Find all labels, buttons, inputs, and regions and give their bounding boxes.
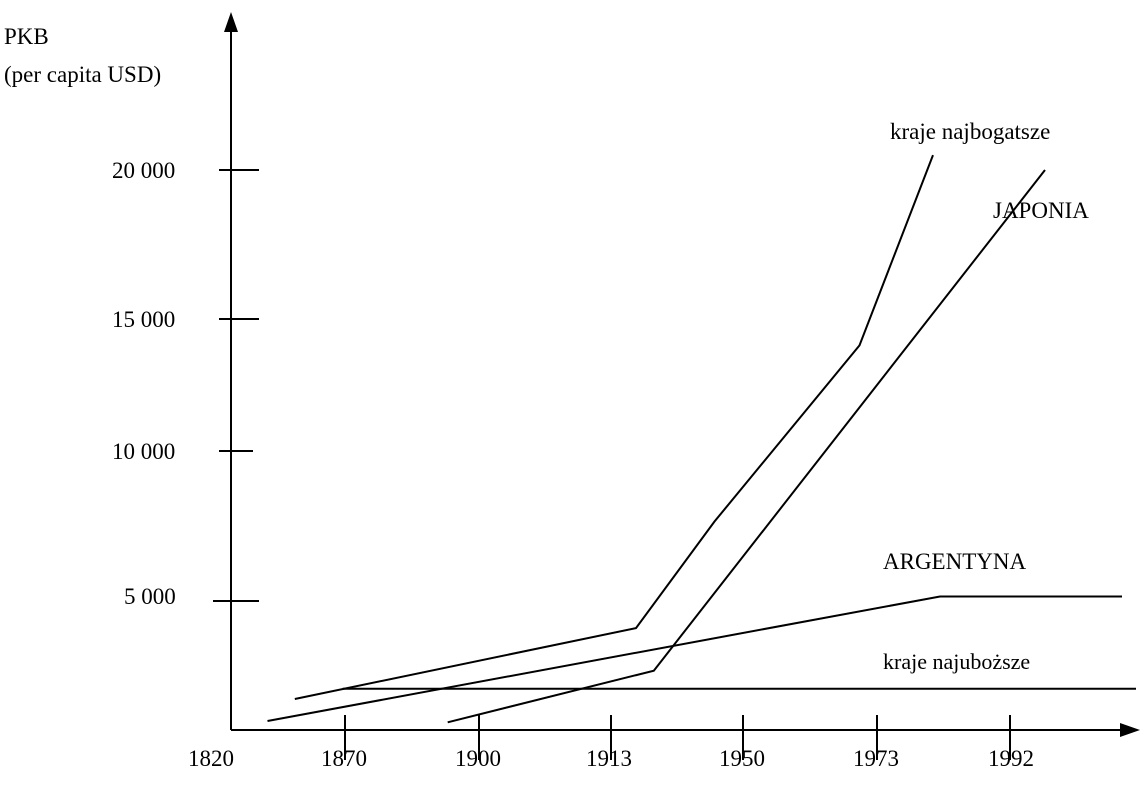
series-line-japonia <box>447 169 1046 724</box>
x-tick-label-1820: 1820 <box>188 746 234 771</box>
x-tick-label-1973: 1973 <box>853 746 899 771</box>
series-line-argentyna <box>267 595 1122 722</box>
x-tick-label-1992: 1992 <box>988 746 1034 771</box>
y-axis-arrowhead <box>224 12 238 32</box>
x-tick-label-1870: 1870 <box>321 746 367 771</box>
x-tick-label-1900: 1900 <box>455 746 501 771</box>
series-label-japonia: JAPONIA <box>993 198 1089 223</box>
y-tick-label-10000: 10 000 <box>112 439 175 464</box>
x-tick-label-1913: 1913 <box>586 746 632 771</box>
series-label-argentyna: ARGENTYNA <box>883 549 1026 574</box>
series-label-kraje-najbogatsze: kraje najbogatsze <box>890 119 1050 144</box>
y-axis-title-line1: PKB <box>4 24 49 49</box>
y-axis-title-line2: (per capita USD) <box>4 62 161 87</box>
y-tick-label-20000: 20 000 <box>112 158 175 183</box>
x-axis-arrowhead <box>1120 723 1140 737</box>
y-tick-label-5000: 5 000 <box>124 584 176 609</box>
y-tick-label-15000: 15 000 <box>112 307 175 332</box>
series-line-kraje-najbogatsze <box>294 154 934 700</box>
x-tick-label-1950: 1950 <box>719 746 765 771</box>
series-label-kraje-najubozsze: kraje najuboższe <box>883 649 1030 674</box>
